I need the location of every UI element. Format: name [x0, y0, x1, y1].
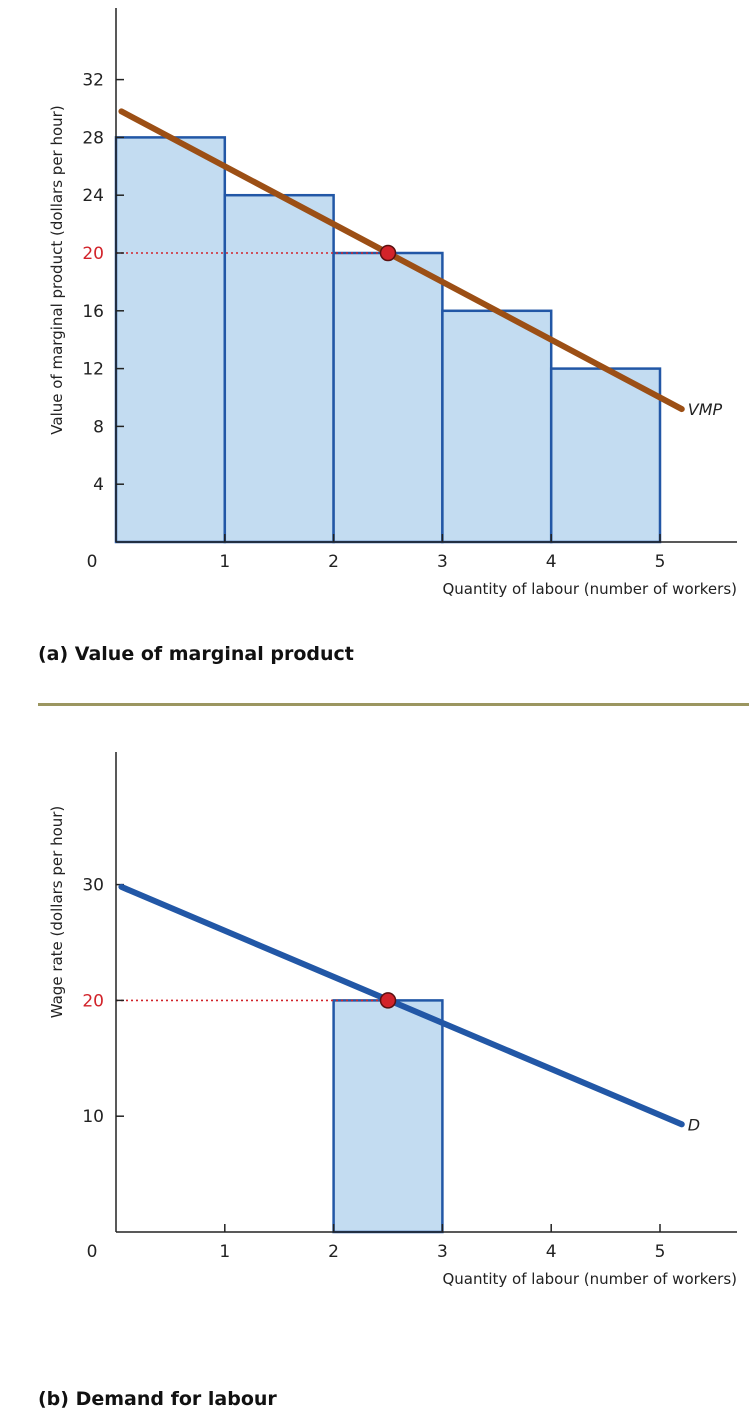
x-tick-label-5: 5	[655, 552, 666, 572]
y-tick-label-30: 30	[82, 876, 104, 896]
equilibrium-point	[379, 244, 397, 262]
curve-vmp	[118, 108, 685, 413]
y-tick-label-32: 32	[82, 71, 104, 91]
x-tick-label-1: 1	[219, 1242, 230, 1262]
y-tick-label-28: 28	[82, 128, 104, 148]
panel-a-title: (a) Value of marginal product	[38, 643, 354, 665]
origin-label: 0	[87, 1242, 98, 1262]
curve-label-vmp: VMP	[688, 400, 723, 419]
x-tick-label-2: 2	[328, 1242, 339, 1262]
y-tick-label-20: 20	[82, 244, 104, 264]
x-tick-label-4: 4	[546, 1242, 557, 1262]
curve-label-d: D	[688, 1115, 700, 1134]
equilibrium-point	[379, 992, 397, 1009]
y-tick-label-4: 4	[93, 475, 104, 495]
x-tick-label-3: 3	[437, 1242, 448, 1262]
x-tick-label-1: 1	[219, 552, 230, 572]
bar-1	[332, 999, 444, 1234]
x-axis-title: Quantity of labour (number of workers)	[442, 1270, 737, 1288]
curve-d	[118, 883, 685, 1128]
x-tick-label-4: 4	[546, 552, 557, 572]
bar-1	[114, 136, 227, 544]
y-axis-title: Wage rate (dollars per hour)	[48, 806, 66, 1019]
y-tick-label-20: 20	[82, 991, 104, 1011]
panel-separator	[38, 703, 749, 706]
y-tick-label-8: 8	[93, 417, 104, 437]
y-axis-title: Value of marginal product (dollars per h…	[48, 105, 66, 434]
panel-b-title: (b) Demand for labour	[38, 1388, 277, 1410]
y-tick-label-16: 16	[82, 302, 104, 322]
y-tick-label-12: 12	[82, 360, 104, 380]
chart-demand-for-labour: 1 2 3 4 5 10 20 30 0 D Quantity of labour (number …	[48, 752, 737, 1288]
y-tick-label-24: 24	[82, 186, 104, 206]
x-tick-label-3: 3	[437, 552, 448, 572]
y-tick-label-10: 10	[82, 1107, 104, 1127]
x-tick-label-2: 2	[328, 552, 339, 572]
x-axis-title: Quantity of labour (number of workers)	[442, 580, 737, 598]
x-tick-label-5: 5	[655, 1242, 666, 1262]
origin-label: 0	[87, 552, 98, 572]
